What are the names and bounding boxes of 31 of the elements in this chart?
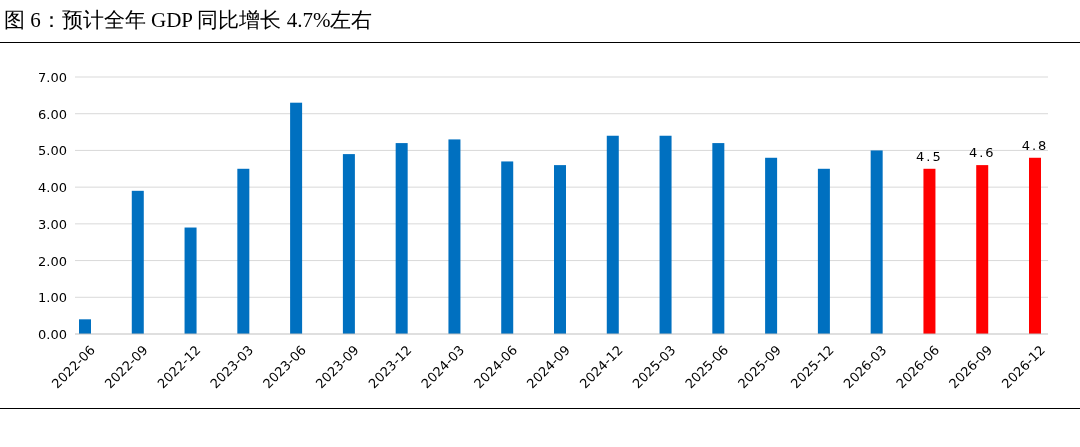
bar	[448, 139, 461, 334]
bar	[712, 143, 725, 334]
bar	[237, 168, 250, 334]
y-tick-label: 0.00	[38, 327, 67, 342]
bar	[554, 165, 566, 334]
data-label: 4.8	[1021, 137, 1049, 153]
y-tick-label: 1.00	[38, 290, 67, 306]
data-label: 4.6	[968, 145, 996, 161]
bar	[290, 102, 303, 334]
bar	[923, 168, 936, 334]
bar	[606, 135, 619, 334]
bar	[1029, 157, 1041, 334]
y-tick-label: 7.00	[38, 70, 67, 85]
y-tick-label: 3.00	[38, 216, 67, 232]
bar	[342, 154, 355, 334]
chart-title: 图 6：预计全年 GDP 同比增长 4.7%左右	[4, 8, 373, 32]
bar	[765, 157, 778, 334]
bar	[817, 168, 830, 334]
data-label: 4.5	[916, 148, 943, 164]
bar	[501, 161, 514, 334]
y-tick-label: 2.00	[38, 253, 67, 269]
bar	[131, 190, 144, 334]
y-tick-label: 4.00	[38, 180, 67, 196]
y-tick-label: 5.00	[38, 143, 67, 159]
bar	[184, 227, 197, 334]
bar	[976, 165, 989, 334]
bar	[870, 150, 883, 334]
bar	[395, 143, 408, 334]
y-tick-label: 6.00	[38, 106, 67, 122]
bar	[659, 135, 672, 334]
bar	[79, 319, 91, 334]
